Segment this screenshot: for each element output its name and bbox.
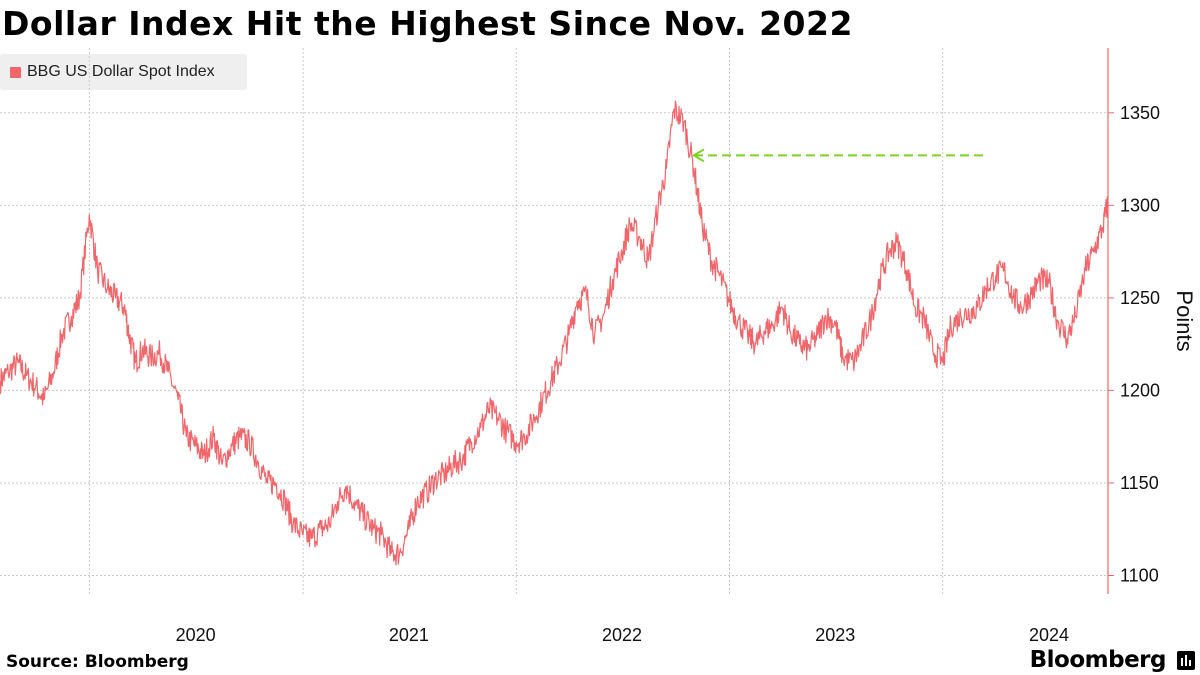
annotations <box>691 148 984 163</box>
y-tick-label: 1300 <box>1120 195 1160 215</box>
y-axis: 1100 1150 1200 1250 1300 1350 Points <box>1107 48 1197 594</box>
y-tick-label: 1350 <box>1120 103 1160 123</box>
brand-logo: Bloomberg <box>1029 647 1167 673</box>
gridlines <box>0 48 1108 594</box>
x-tick-label: 2020 <box>176 625 216 645</box>
x-axis: 2020 2021 2022 2023 2024 <box>176 625 1069 645</box>
source-note: Source: Bloomberg <box>6 652 189 672</box>
y-tick-label: 1200 <box>1120 380 1160 400</box>
annotation-arrowhead <box>691 148 705 163</box>
y-tick-label: 1250 <box>1120 288 1160 308</box>
y-axis-title: Points <box>1172 290 1197 351</box>
bloomberg-terminal-icon <box>1177 651 1195 670</box>
legend-swatch <box>10 66 21 78</box>
series-lines <box>0 100 1109 566</box>
y-tick-label: 1100 <box>1120 565 1159 585</box>
x-tick-label: 2023 <box>815 625 855 645</box>
legend-label: BBG US Dollar Spot Index <box>27 63 215 80</box>
x-tick-label: 2022 <box>602 625 642 645</box>
series-line <box>0 100 1109 566</box>
legend: BBG US Dollar Spot Index <box>0 54 247 90</box>
x-tick-label: 2021 <box>389 625 429 645</box>
x-tick-label: 2024 <box>1029 625 1069 645</box>
y-tick-label: 1150 <box>1120 473 1159 493</box>
chart-title: Dollar Index Hit the Highest Since Nov. … <box>2 4 853 43</box>
